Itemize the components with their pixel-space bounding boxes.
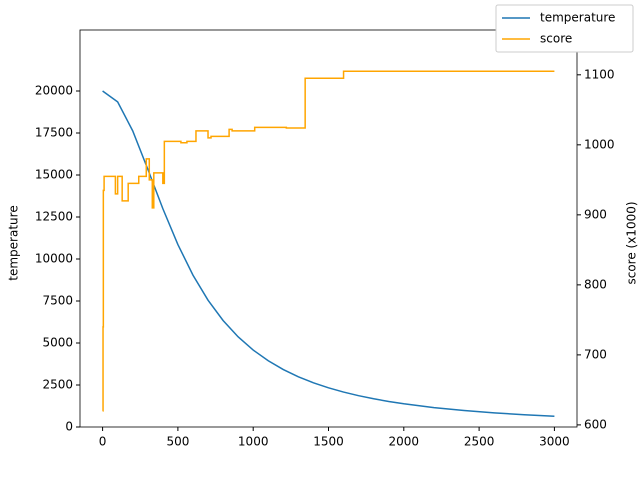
legend-box [495, 4, 634, 53]
y2-axis-label: score (x1000) [625, 201, 639, 284]
y-axis-label: temperature [7, 205, 21, 280]
legend-label: score [540, 32, 572, 46]
y2-tick-label: 800 [584, 277, 607, 291]
y-tick-label: 15000 [35, 167, 73, 181]
y-tick-label: 0 [65, 420, 73, 434]
x-tick-label: 0 [99, 435, 107, 449]
x-tick-label: 2500 [464, 435, 495, 449]
y2-tick-label: 900 [584, 207, 607, 221]
y2-tick-label: 1000 [584, 137, 615, 151]
legend-label: temperature [540, 11, 615, 25]
y-tick-label: 2500 [42, 377, 73, 391]
line-series [102, 70, 555, 412]
y2-tick-label: 700 [584, 347, 607, 361]
y-tick-label: 7500 [42, 293, 73, 307]
x-tick-label: 500 [166, 435, 189, 449]
x-tick-label: 1000 [238, 435, 269, 449]
y-tick-label: 17500 [35, 125, 73, 139]
x-tick-label: 2000 [389, 435, 420, 449]
y-tick-label: 20000 [35, 83, 73, 97]
y-tick-label: 12500 [35, 209, 73, 223]
y-tick-label: 5000 [42, 335, 73, 349]
x-tick-label: 1500 [313, 435, 344, 449]
y-tick-label: 10000 [35, 251, 73, 265]
line-series [102, 90, 555, 418]
y2-tick-label: 600 [584, 417, 607, 431]
x-tick-label: 3000 [539, 435, 570, 449]
y2-tick-label: 1100 [584, 67, 615, 81]
plot-frame [79, 29, 578, 428]
